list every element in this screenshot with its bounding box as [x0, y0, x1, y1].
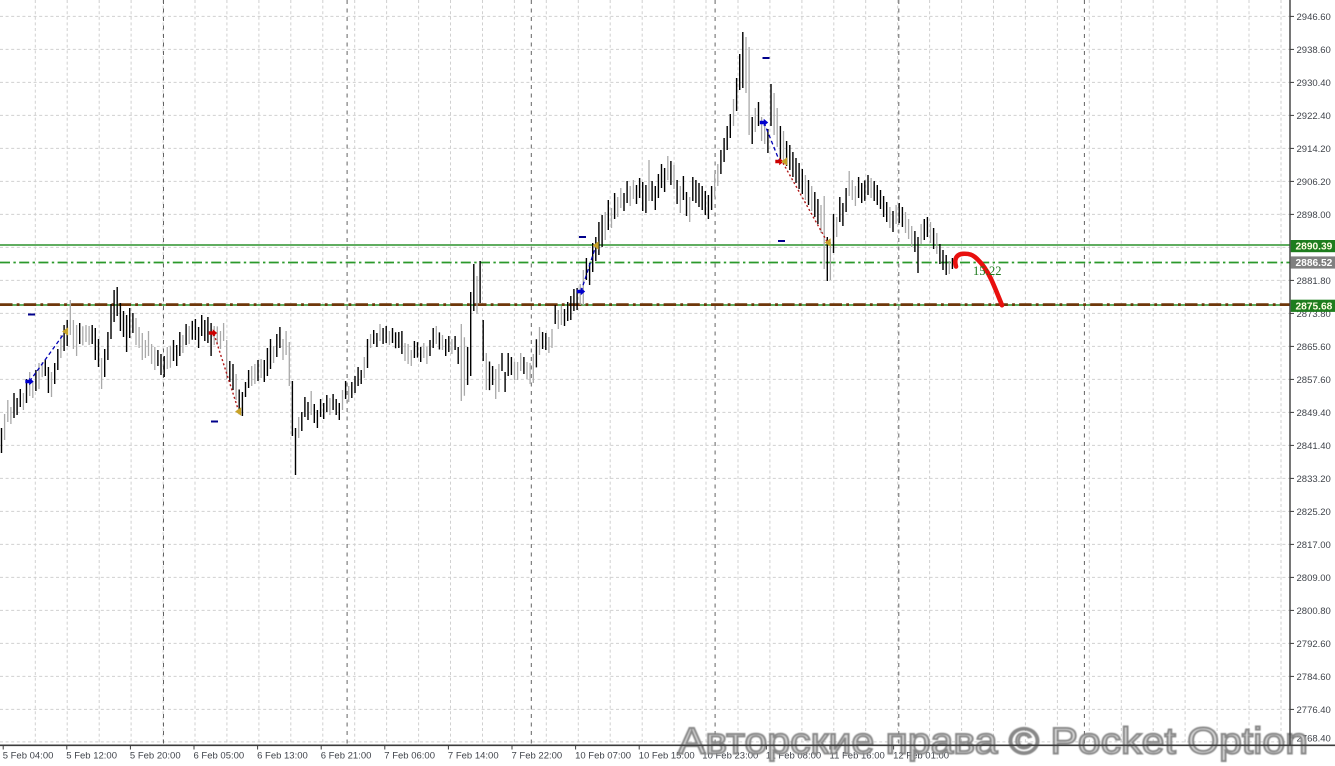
- svg-text:2865.60: 2865.60: [1297, 342, 1331, 353]
- svg-text:6 Feb 13:00: 6 Feb 13:00: [257, 751, 308, 762]
- svg-text:2825.20: 2825.20: [1297, 507, 1331, 518]
- svg-text:11 Feb 16:00: 11 Feb 16:00: [830, 751, 885, 762]
- svg-text:10 Feb 23:00: 10 Feb 23:00: [702, 751, 758, 762]
- svg-text:2776.40: 2776.40: [1297, 705, 1331, 716]
- svg-text:2898.00: 2898.00: [1297, 210, 1331, 221]
- svg-text:2890.39: 2890.39: [1296, 242, 1333, 253]
- svg-text:2938.60: 2938.60: [1297, 45, 1331, 56]
- svg-text:2873.80: 2873.80: [1297, 309, 1331, 320]
- svg-text:7 Feb 14:00: 7 Feb 14:00: [448, 751, 499, 762]
- svg-text:2784.60: 2784.60: [1297, 672, 1331, 683]
- svg-text:2922.40: 2922.40: [1297, 111, 1331, 122]
- svg-text:2946.60: 2946.60: [1297, 12, 1331, 23]
- svg-text:15:22: 15:22: [973, 264, 1001, 278]
- svg-text:2886.52: 2886.52: [1296, 258, 1333, 269]
- svg-text:2809.00: 2809.00: [1297, 573, 1331, 584]
- svg-text:5 Feb 04:00: 5 Feb 04:00: [3, 751, 54, 762]
- svg-text:6 Feb 05:00: 6 Feb 05:00: [194, 751, 245, 762]
- svg-text:2792.60: 2792.60: [1297, 639, 1331, 650]
- svg-text:6 Feb 21:00: 6 Feb 21:00: [321, 751, 372, 762]
- svg-text:5 Feb 12:00: 5 Feb 12:00: [66, 751, 117, 762]
- svg-text:Авторские права © Pocket Optio: Авторские права © Pocket Option: [678, 720, 1308, 762]
- svg-text:2881.80: 2881.80: [1297, 276, 1331, 287]
- svg-text:7 Feb 06:00: 7 Feb 06:00: [384, 751, 435, 762]
- svg-text:2849.40: 2849.40: [1297, 408, 1331, 419]
- svg-text:12 Feb 01:00: 12 Feb 01:00: [893, 751, 949, 762]
- svg-text:2857.60: 2857.60: [1297, 375, 1331, 386]
- svg-text:2906.20: 2906.20: [1297, 177, 1331, 188]
- svg-text:2817.00: 2817.00: [1297, 540, 1331, 551]
- svg-text:10 Feb 15:00: 10 Feb 15:00: [639, 751, 695, 762]
- svg-text:2833.20: 2833.20: [1297, 474, 1331, 485]
- svg-text:11 Feb 08:00: 11 Feb 08:00: [766, 751, 821, 762]
- svg-text:2768.40: 2768.40: [1297, 734, 1331, 745]
- svg-text:2930.40: 2930.40: [1297, 78, 1331, 89]
- svg-text:2914.20: 2914.20: [1297, 144, 1331, 155]
- svg-text:2875.68: 2875.68: [1296, 301, 1333, 312]
- svg-text:2841.40: 2841.40: [1297, 441, 1331, 452]
- svg-text:5 Feb 20:00: 5 Feb 20:00: [130, 751, 181, 762]
- svg-text:10 Feb 07:00: 10 Feb 07:00: [575, 751, 631, 762]
- svg-text:7 Feb 22:00: 7 Feb 22:00: [512, 751, 563, 762]
- svg-text:2800.80: 2800.80: [1297, 606, 1331, 617]
